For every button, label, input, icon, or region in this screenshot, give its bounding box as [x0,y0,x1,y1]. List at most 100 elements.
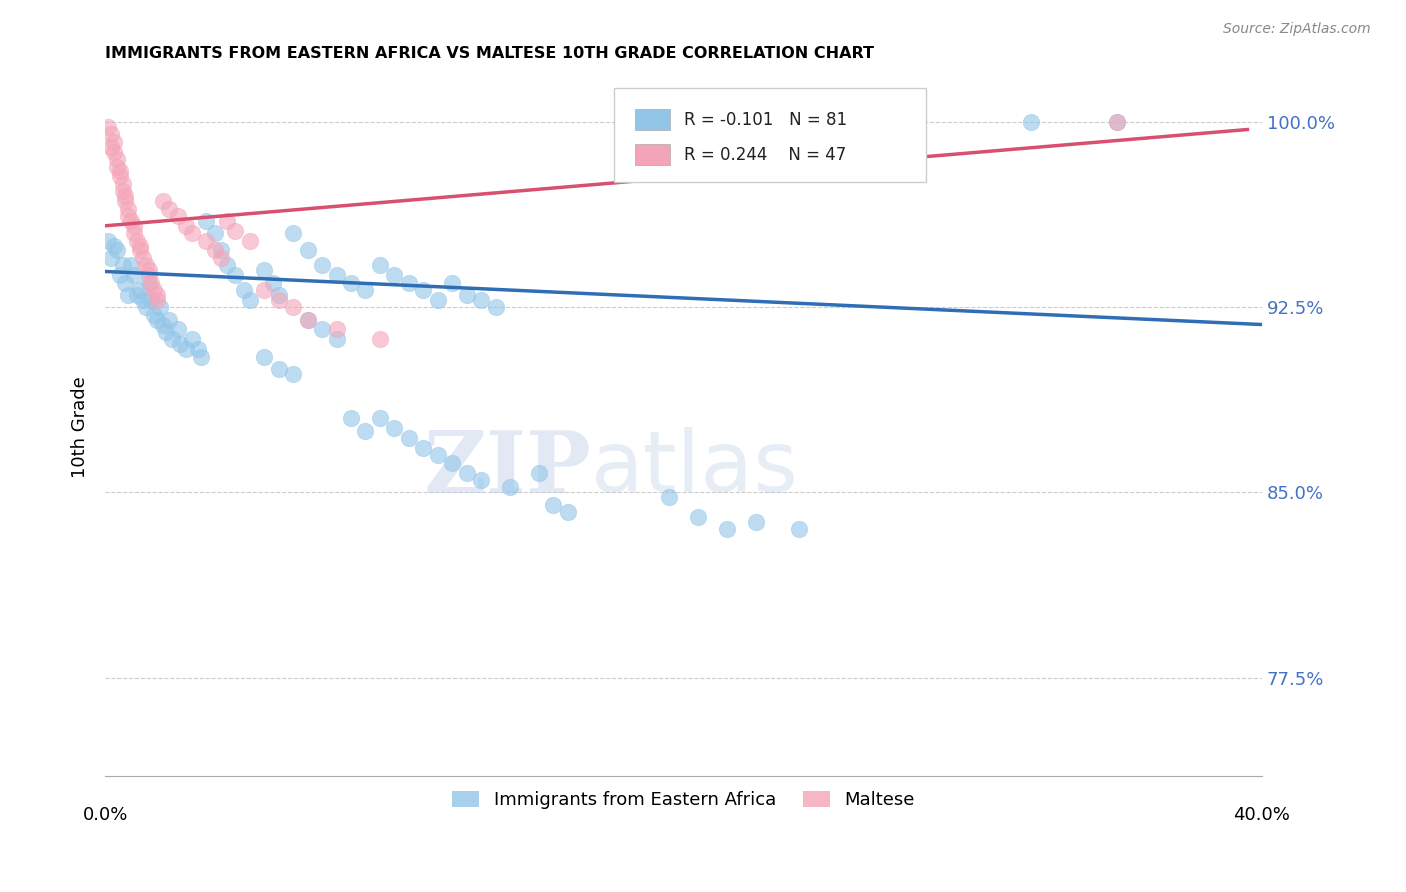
Point [426,293,449,307]
Point [311,322,333,336]
Point [787,523,810,537]
Point [187,343,209,357]
Point [138,276,160,290]
Point [1107,115,1129,129]
Point [120,258,142,272]
Point [195,234,218,248]
Point [122,219,145,233]
Text: ZIP: ZIP [423,427,591,511]
Point [105,160,128,174]
Point [297,244,319,258]
Point [297,312,319,326]
Point [135,300,157,314]
Point [398,431,420,445]
Point [543,498,565,512]
Text: 0.0%: 0.0% [83,806,128,824]
FancyBboxPatch shape [636,109,669,130]
Point [1107,115,1129,129]
Point [129,244,152,258]
Point [441,276,464,290]
Point [155,325,177,339]
Point [209,251,232,265]
Point [105,244,128,258]
Point [108,169,131,184]
Point [354,424,377,438]
Point [129,238,152,252]
Point [103,145,125,159]
Point [484,300,506,314]
Point [129,283,152,297]
Point [190,350,212,364]
Point [174,343,197,357]
Point [111,177,134,191]
Point [135,258,157,272]
Point [97,234,120,248]
Point [146,312,169,326]
Point [456,466,478,480]
Point [122,268,145,282]
Point [120,214,142,228]
Point [224,224,246,238]
Point [253,283,276,297]
Point [215,214,238,228]
Point [181,226,204,240]
Point [157,202,180,216]
Point [340,411,363,425]
Point [354,283,377,297]
Point [658,491,681,505]
Point [166,322,188,336]
Point [239,293,262,307]
Point [108,268,131,282]
Point [1019,115,1042,129]
Point [470,473,492,487]
Point [103,238,125,252]
Point [283,300,305,314]
Point [527,466,550,480]
Point [117,288,139,302]
Point [267,293,290,307]
Point [398,276,420,290]
Point [325,332,347,346]
Point [195,214,218,228]
Point [426,449,449,463]
Point [267,362,290,376]
Point [233,283,256,297]
Point [745,515,768,529]
Point [114,194,136,208]
Text: 40.0%: 40.0% [1233,806,1291,824]
Point [114,189,136,203]
Point [138,268,160,282]
Point [100,251,122,265]
Y-axis label: 10th Grade: 10th Grade [72,376,89,478]
Point [169,337,191,351]
Point [686,510,709,524]
Point [368,332,391,346]
Point [325,322,347,336]
Point [262,276,284,290]
Point [470,293,492,307]
FancyBboxPatch shape [636,144,669,165]
Point [368,411,391,425]
Point [117,202,139,216]
Point [716,523,738,537]
Point [114,276,136,290]
Legend: Immigrants from Eastern Africa, Maltese: Immigrants from Eastern Africa, Maltese [444,783,922,816]
Text: R = -0.101   N = 81: R = -0.101 N = 81 [683,111,846,128]
Point [253,263,276,277]
Point [108,164,131,178]
Text: R = 0.244    N = 47: R = 0.244 N = 47 [683,145,846,163]
Point [368,258,391,272]
Point [253,350,276,364]
Point [181,332,204,346]
Point [340,276,363,290]
Point [160,332,183,346]
Point [146,288,169,302]
Point [325,268,347,282]
Point [117,209,139,223]
Point [283,367,305,381]
Point [122,226,145,240]
Point [456,288,478,302]
Point [152,318,174,332]
Point [103,135,125,149]
Point [146,293,169,307]
